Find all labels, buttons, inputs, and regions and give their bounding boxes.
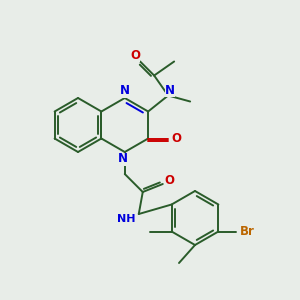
Text: O: O (165, 175, 175, 188)
Text: O: O (130, 49, 140, 62)
Text: Br: Br (240, 225, 255, 238)
Text: N: N (165, 84, 175, 97)
Text: NH: NH (116, 214, 135, 224)
Text: N: N (118, 152, 128, 166)
Text: O: O (171, 132, 181, 145)
Text: N: N (120, 85, 130, 98)
